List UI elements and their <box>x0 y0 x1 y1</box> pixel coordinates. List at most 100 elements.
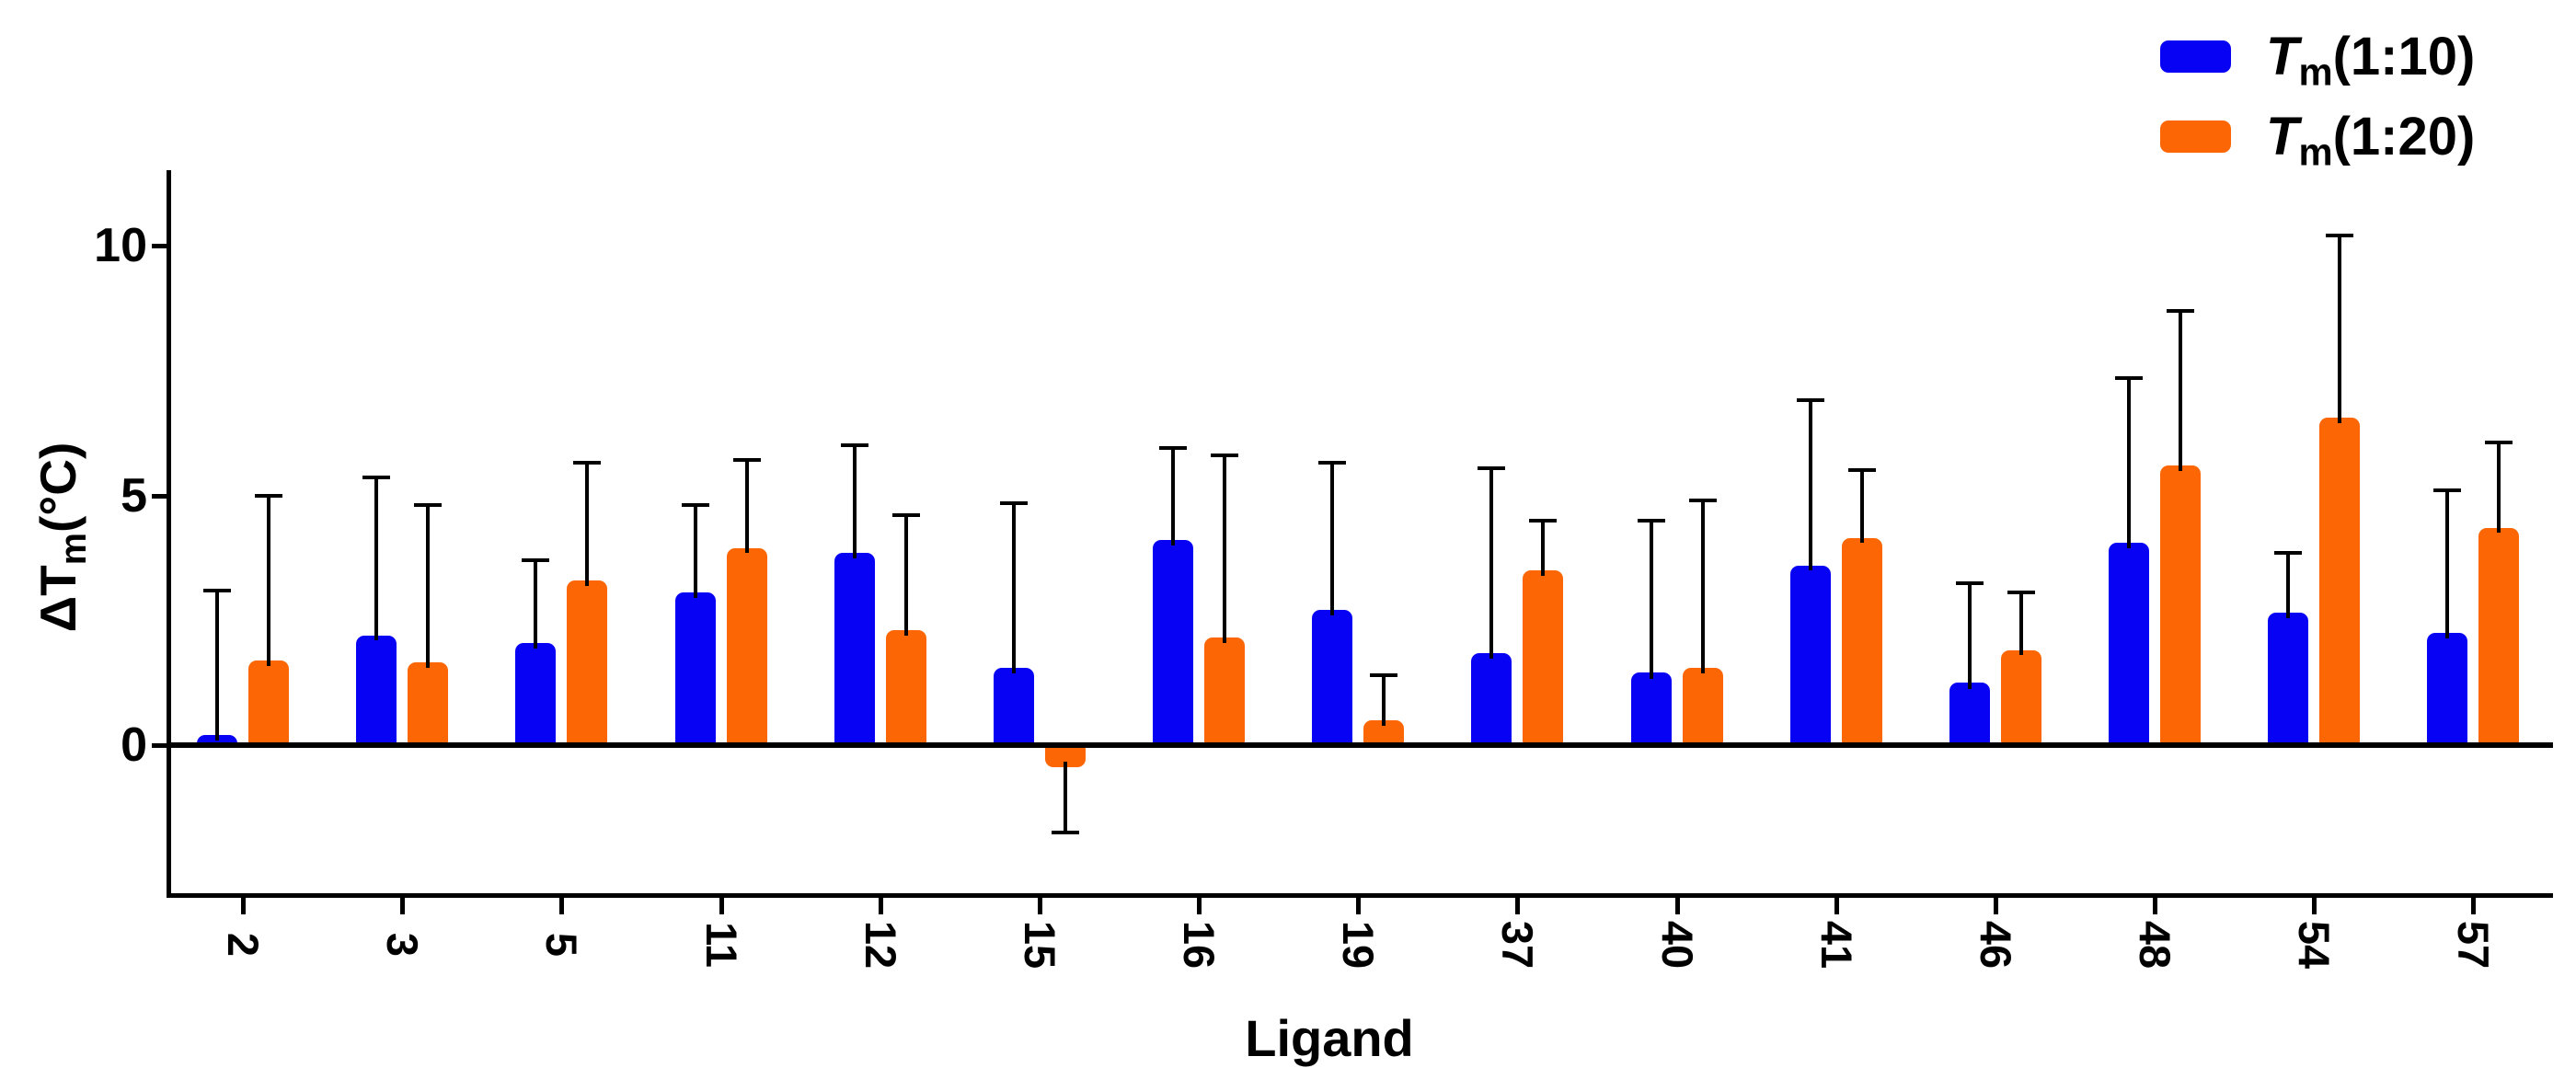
x-axis-tick-label: 19 <box>1334 920 1384 970</box>
error-bar-line <box>1063 762 1067 833</box>
error-bar-cap <box>1847 468 1876 472</box>
x-axis-tick <box>1515 898 1521 914</box>
legend-item-1-10: Tm(1:10) <box>2160 24 2475 91</box>
error-bar-cap <box>2007 591 2035 594</box>
x-axis-tick-label: 46 <box>1971 920 2020 970</box>
error-bar-line <box>1808 400 1812 570</box>
error-bar-line <box>903 515 908 636</box>
error-bar-cap <box>1637 519 1665 523</box>
x-axis-tick <box>719 898 724 914</box>
bar-tm-1-20- <box>1523 570 1564 745</box>
error-bar-cap <box>1478 466 1506 470</box>
legend-swatch-orange <box>2160 120 2231 153</box>
error-bar-cap <box>1318 461 1347 465</box>
error-bar-cap <box>2115 376 2144 380</box>
x-axis-frame-line <box>167 893 2553 898</box>
x-axis-tick-label: 16 <box>1175 920 1225 970</box>
y-axis-line <box>167 170 171 898</box>
error-bar-cap <box>1955 581 1984 585</box>
x-axis-tick <box>1674 898 1680 914</box>
x-axis-tick-label: 48 <box>2131 920 2180 970</box>
bar-tm-1-20- <box>248 660 289 745</box>
error-bar-line <box>267 496 270 666</box>
bar-tm-1-20- <box>2319 418 2361 745</box>
error-bar-line <box>1223 455 1227 643</box>
bar-tm-1-10- <box>2427 633 2468 745</box>
x-axis-tick <box>1037 898 1042 914</box>
error-bar-cap <box>1688 499 1717 502</box>
x-axis-tick <box>878 898 883 914</box>
x-axis-tick-label: 2 <box>219 932 268 958</box>
y-axis-tick <box>152 244 167 248</box>
x-axis-tick <box>1993 898 1998 914</box>
legend-label-T: T <box>2266 26 2299 86</box>
error-bar-line <box>1859 470 1864 543</box>
bar-tm-1-10- <box>1153 540 1194 745</box>
bar-tm-1-20- <box>1841 538 1882 745</box>
zero-baseline <box>168 742 2553 748</box>
x-axis-title: Ligand <box>1245 1009 1414 1067</box>
x-axis-tick <box>400 898 406 914</box>
error-bar-cap <box>203 589 231 592</box>
legend-item-1-20: Tm(1:20) <box>2160 104 2476 171</box>
error-bar-cap <box>681 503 709 507</box>
bar-tm-1-10- <box>356 636 397 745</box>
x-axis-tick-label: 15 <box>1015 920 1064 970</box>
x-axis-tick <box>559 898 565 914</box>
bar-tm-1-20- <box>2000 650 2041 745</box>
x-axis-tick <box>2471 898 2477 914</box>
bar-tm-1-10- <box>1949 683 1990 745</box>
x-axis-tick-label: 11 <box>696 922 746 968</box>
bar-tm-1-10- <box>515 643 557 745</box>
legend-label-sub: m <box>2298 130 2333 174</box>
error-bar-line <box>852 445 857 558</box>
error-bar-cap <box>414 503 443 507</box>
bar-tm-1-10- <box>2268 613 2309 745</box>
error-bar-cap <box>2485 441 2513 444</box>
bar-tm-1-10- <box>2109 543 2150 745</box>
error-bar-line <box>2179 311 2183 471</box>
error-bar-cap <box>2274 551 2303 555</box>
legend-swatch-blue <box>2160 40 2231 73</box>
bar-tm-1-10- <box>1471 653 1512 745</box>
y-axis-tick-label: 5 <box>121 468 147 523</box>
error-bar-line <box>1011 503 1016 673</box>
bar-tm-1-10- <box>1312 610 1353 745</box>
y-axis-tick <box>152 743 167 748</box>
bar-tm-1-20- <box>885 630 926 745</box>
error-bar-cap <box>891 513 920 517</box>
error-bar-cap <box>362 476 391 479</box>
x-axis-tick-label: 12 <box>856 920 905 970</box>
bar-tm-1-10- <box>993 668 1034 745</box>
error-bar-cap <box>732 458 761 462</box>
error-bar-cap <box>255 494 282 498</box>
bar-tm-1-20- <box>726 548 767 745</box>
y-axis-tick-label: 10 <box>94 219 147 272</box>
error-bar-cap <box>1051 831 1079 834</box>
x-axis-tick-label: 57 <box>2449 920 2499 970</box>
error-bar-line <box>1489 468 1494 659</box>
error-bar-line <box>426 505 431 668</box>
bar-tm-1-20- <box>408 662 449 745</box>
error-bar-line <box>2127 378 2132 548</box>
error-bar-line <box>585 463 590 586</box>
x-axis-tick-label: 3 <box>378 932 428 958</box>
x-axis-tick-label: 41 <box>1811 920 1861 970</box>
bar-tm-1-20- <box>2160 465 2202 745</box>
error-bar-cap <box>1211 454 1239 457</box>
error-bar-line <box>2286 553 2291 618</box>
bar-tm-1-20- <box>1204 637 1246 745</box>
error-bar-cap <box>2167 309 2195 313</box>
legend-label-ratio: (1:20) <box>2332 106 2476 167</box>
error-bar-line <box>2445 490 2450 638</box>
error-bar-cap <box>573 461 602 465</box>
x-axis-tick <box>2312 898 2317 914</box>
error-bar-line <box>534 560 538 649</box>
error-bar-line <box>1541 521 1546 576</box>
error-bar-line <box>374 477 379 640</box>
x-axis-tick <box>1834 898 1839 914</box>
bar-tm-1-10- <box>674 592 716 745</box>
legend-label: Tm(1:20) <box>2266 106 2476 171</box>
x-axis-tick-label: 5 <box>537 932 587 958</box>
error-bar-cap <box>2433 488 2462 492</box>
